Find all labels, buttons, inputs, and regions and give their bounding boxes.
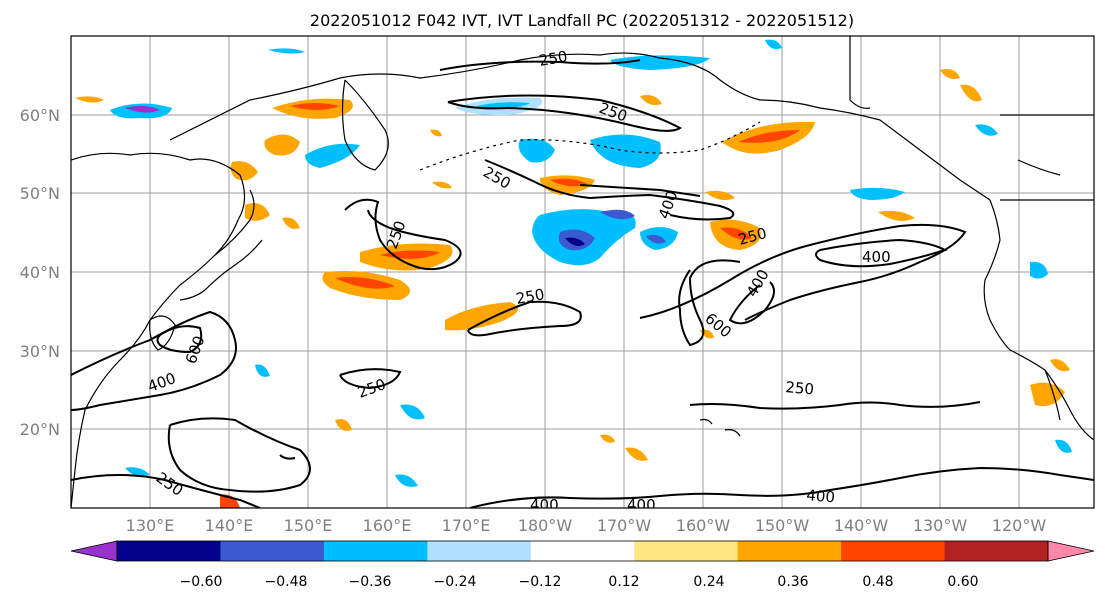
positive-anomaly-patches bbox=[75, 69, 1070, 508]
contour-label: 400 bbox=[530, 496, 559, 514]
colorbar-segment bbox=[427, 541, 532, 561]
colorbar-segment bbox=[944, 541, 1049, 561]
colorbar-tick: 0.48 bbox=[862, 574, 893, 590]
colorbar-ticks: −0.60 −0.48 −0.36 −0.24 −0.12 0.12 0.24 … bbox=[180, 574, 979, 590]
colorbar-tick: −0.48 bbox=[265, 574, 308, 590]
colorbar-segment bbox=[634, 541, 739, 561]
colorbar-tick: −0.60 bbox=[180, 574, 223, 590]
colorbar-segment bbox=[323, 541, 428, 561]
lon-label: 120°W bbox=[992, 516, 1047, 535]
colorbar: −0.60 −0.48 −0.36 −0.24 −0.12 0.12 0.24 … bbox=[70, 540, 1095, 590]
lon-label: 130°E bbox=[126, 516, 175, 535]
negative-anomaly-patches bbox=[110, 39, 1072, 487]
contour-label: 250 bbox=[515, 285, 546, 308]
coastlines bbox=[71, 36, 1094, 508]
colorbar-extension-low bbox=[70, 540, 118, 562]
lon-label: 170°E bbox=[442, 516, 491, 535]
lon-label: 180°W bbox=[518, 516, 573, 535]
contour-label: 250 bbox=[538, 47, 569, 70]
lon-label: 150°E bbox=[284, 516, 333, 535]
colorbar-tick: 0.60 bbox=[947, 574, 978, 590]
colorbar-tick: −0.36 bbox=[349, 574, 392, 590]
colorbar-tick: 0.24 bbox=[693, 574, 724, 590]
colorbar-segment bbox=[841, 541, 946, 561]
colorbar-segment bbox=[530, 541, 635, 561]
map-border bbox=[70, 35, 1095, 509]
lon-label: 170°W bbox=[597, 516, 652, 535]
lat-label-40n: 40°N bbox=[20, 263, 60, 282]
latitude-labels: 60°N 50°N 40°N 30°N 20°N bbox=[20, 106, 60, 439]
colorbar-tick: 0.36 bbox=[777, 574, 808, 590]
map-area: 250 250 250 250 250 250 250 250 250 400 … bbox=[71, 36, 1094, 514]
contour-label: 250 bbox=[785, 378, 815, 398]
colorbar-tick: −0.12 bbox=[519, 574, 562, 590]
lon-label: 140°W bbox=[834, 516, 889, 535]
contour-label: 400 bbox=[806, 486, 836, 506]
lon-label: 150°W bbox=[755, 516, 810, 535]
ivt-contours bbox=[71, 59, 1094, 508]
colorbar-tick: −0.24 bbox=[434, 574, 477, 590]
colorbar-extension-high bbox=[1047, 540, 1095, 562]
contour-label: 400 bbox=[627, 496, 656, 514]
colorbar-outline bbox=[116, 540, 1049, 562]
lat-label-30n: 30°N bbox=[20, 342, 60, 361]
colorbar-tick: 0.12 bbox=[608, 574, 639, 590]
colorbar-segments bbox=[70, 540, 1095, 562]
lat-label-60n: 60°N bbox=[20, 106, 60, 125]
lon-label: 140°E bbox=[205, 516, 254, 535]
contour-label: 400 bbox=[862, 248, 891, 266]
lon-label: 160°E bbox=[363, 516, 412, 535]
lon-label: 160°W bbox=[676, 516, 731, 535]
lon-label: 130°W bbox=[913, 516, 968, 535]
lat-label-50n: 50°N bbox=[20, 184, 60, 203]
longitude-labels: 130°E 140°E 150°E 160°E 170°E 180°W 170°… bbox=[126, 516, 1047, 535]
colorbar-segment bbox=[220, 541, 325, 561]
map-title: 2022051012 F042 IVT, IVT Landfall PC (20… bbox=[310, 11, 854, 30]
colorbar-segment bbox=[737, 541, 842, 561]
colorbar-segment bbox=[117, 541, 221, 561]
lat-label-20n: 20°N bbox=[20, 420, 60, 439]
